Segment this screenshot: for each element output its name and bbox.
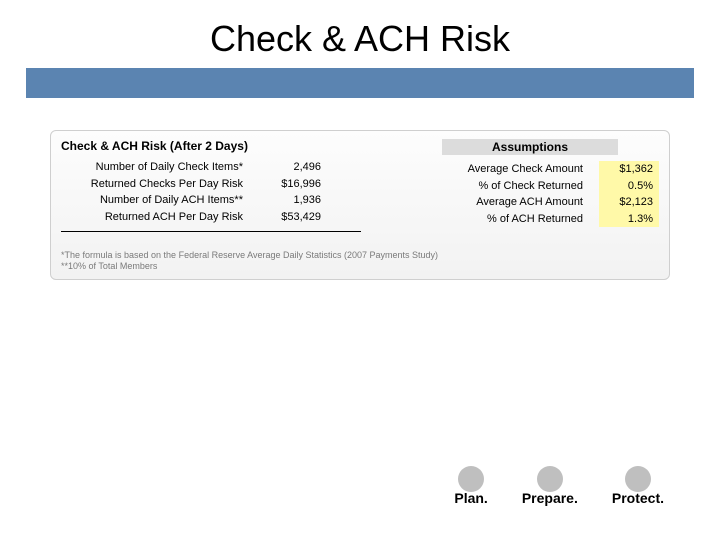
row-label: Number of Daily ACH Items** xyxy=(61,192,261,209)
row-label: Average Check Amount xyxy=(401,161,599,178)
assumptions-title-wrap: Assumptions xyxy=(401,139,659,161)
assumptions-column: Assumptions Average Check Amount $1,362 … xyxy=(391,139,659,232)
page-title: Check & ACH Risk xyxy=(0,18,720,60)
tagline-item-plan: Plan. xyxy=(454,490,487,506)
row-value: $53,429 xyxy=(261,209,321,226)
tagline-item-prepare: Prepare. xyxy=(522,490,578,506)
footnotes: *The formula is based on the Federal Res… xyxy=(61,250,438,273)
risk-column: Check & ACH Risk (After 2 Days) Number o… xyxy=(61,139,371,232)
divider xyxy=(61,231,361,232)
dot-icon xyxy=(625,466,651,492)
dot-icon xyxy=(537,466,563,492)
tagline-text: Plan. xyxy=(454,490,487,506)
row-value: $16,996 xyxy=(261,176,321,193)
table-row: % of Check Returned 0.5% xyxy=(401,178,659,195)
table-row: Returned Checks Per Day Risk $16,996 xyxy=(61,176,371,193)
assumptions-title: Assumptions xyxy=(442,139,618,155)
tagline-text: Protect. xyxy=(612,490,664,506)
title-band xyxy=(26,68,694,98)
row-value: 1,936 xyxy=(261,192,321,209)
tagline: Plan. Prepare. Protect. xyxy=(454,490,664,506)
table-row: Average ACH Amount $2,123 xyxy=(401,194,659,211)
dot-icon xyxy=(458,466,484,492)
row-value: 2,496 xyxy=(261,159,321,176)
table-row: Number of Daily Check Items* 2,496 xyxy=(61,159,371,176)
row-label: % of ACH Returned xyxy=(401,211,599,228)
row-label: % of Check Returned xyxy=(401,178,599,195)
row-label: Number of Daily Check Items* xyxy=(61,159,261,176)
row-value: $2,123 xyxy=(599,194,659,211)
risk-section-title: Check & ACH Risk (After 2 Days) xyxy=(61,139,371,153)
slide: Check & ACH Risk Check & ACH Risk (After… xyxy=(0,0,720,540)
tagline-text: Prepare. xyxy=(522,490,578,506)
content-panel: Check & ACH Risk (After 2 Days) Number o… xyxy=(50,130,670,280)
row-label: Returned Checks Per Day Risk xyxy=(61,176,261,193)
table-row: Average Check Amount $1,362 xyxy=(401,161,659,178)
row-value: 0.5% xyxy=(599,178,659,195)
panel-columns: Check & ACH Risk (After 2 Days) Number o… xyxy=(61,139,659,232)
table-row: % of ACH Returned 1.3% xyxy=(401,211,659,228)
table-row: Returned ACH Per Day Risk $53,429 xyxy=(61,209,371,226)
row-label: Average ACH Amount xyxy=(401,194,599,211)
row-label: Returned ACH Per Day Risk xyxy=(61,209,261,226)
table-row: Number of Daily ACH Items** 1,936 xyxy=(61,192,371,209)
footnote: **10% of Total Members xyxy=(61,261,438,273)
footnote: *The formula is based on the Federal Res… xyxy=(61,250,438,262)
row-value: $1,362 xyxy=(599,161,659,178)
row-value: 1.3% xyxy=(599,211,659,228)
tagline-item-protect: Protect. xyxy=(612,490,664,506)
